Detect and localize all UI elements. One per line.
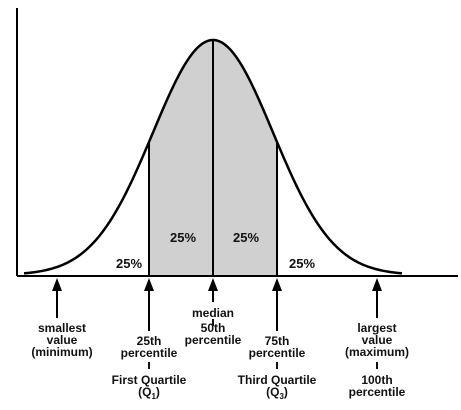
third-quartile-title: Third Quartile — [237, 373, 317, 387]
q1-percentile-label-line: 25th — [136, 334, 162, 348]
minimum-label-line: value — [46, 333, 78, 347]
maximum-label-line: largest — [357, 321, 397, 335]
median-arrow — [208, 278, 218, 302]
q3-percentile-label-line: 75th — [264, 334, 290, 348]
q3-percentile-label: 75th percentile — [249, 335, 306, 359]
q1-percentile-label: 25th percentile — [121, 335, 178, 359]
marker-arrows — [52, 278, 382, 331]
q3-connector-tick — [276, 362, 278, 369]
third-quartile-label: Third Quartile (Q3) — [237, 373, 317, 401]
median-connector-tick — [212, 319, 214, 326]
q3-percentile-label-line: percentile — [248, 346, 306, 360]
maximum-connector-tick — [376, 362, 378, 369]
median-percentile-label-line: 50th — [200, 321, 226, 335]
q1-percentile-label-line: percentile — [120, 346, 178, 360]
q1-connector-tick — [148, 362, 150, 369]
median-label-line: median — [191, 306, 235, 320]
region-label-lower-tail: 25% — [115, 256, 143, 271]
q1-arrow — [144, 278, 154, 331]
minimum-label: smallest value (minimum) — [31, 322, 92, 358]
maximum-label-line: (maximum) — [344, 345, 410, 359]
q3-arrow — [272, 278, 282, 331]
region-label-lower-middle: 25% — [169, 230, 197, 245]
maximum-label: largest value (maximum) — [345, 322, 409, 358]
hundredth-percentile-label: 100th percentile — [349, 374, 406, 398]
minimum-arrow — [52, 278, 62, 318]
minimum-label-line: smallest — [37, 321, 87, 335]
hundredth-percentile-label-line: percentile — [348, 385, 406, 399]
first-quartile-symbol: (Q1) — [138, 385, 160, 401]
median-label: median — [192, 307, 234, 319]
region-label-upper-tail: 25% — [288, 256, 316, 271]
maximum-arrow — [372, 278, 382, 318]
region-label-upper-middle: 25% — [232, 230, 260, 245]
maximum-label-line: value — [361, 333, 393, 347]
hundredth-percentile-label-line: 100th — [361, 373, 393, 387]
minimum-label-line: (minimum) — [31, 345, 93, 359]
first-quartile-label: First Quartile (Q1) — [111, 373, 187, 401]
median-percentile-label-line: percentile — [184, 333, 242, 347]
third-quartile-symbol: (Q3) — [266, 385, 288, 401]
median-percentile-label: 50th percentile — [185, 322, 242, 346]
first-quartile-title: First Quartile — [111, 373, 187, 387]
